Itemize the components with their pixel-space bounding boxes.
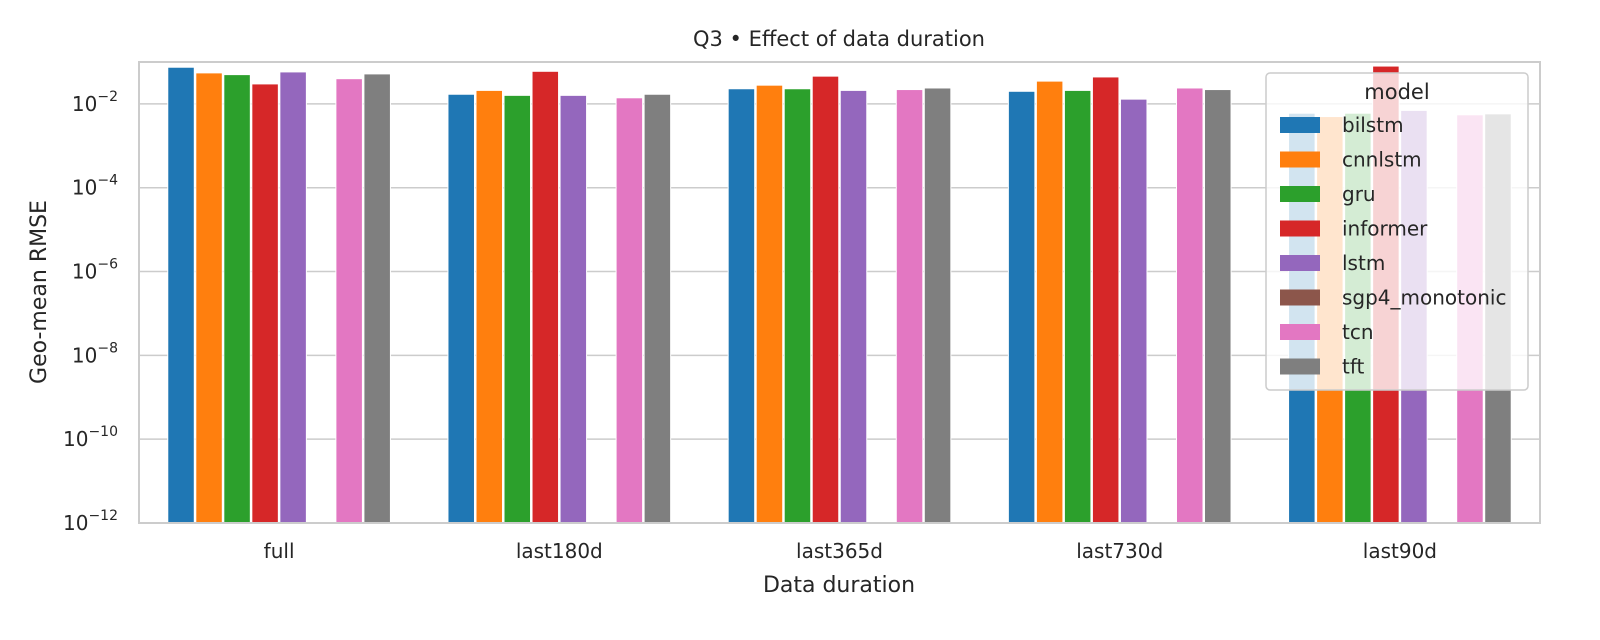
bar-cnnlstm-last180d: [475, 89, 504, 524]
x-tick-label: full: [264, 539, 295, 563]
bar-tcn-full: [335, 78, 363, 524]
bar-tcn-last730d: [1175, 87, 1204, 524]
legend-label-sgp4_monotonic: sgp4_monotonic: [1342, 286, 1506, 310]
y-tick-exponent: −6: [97, 257, 118, 273]
bar-bilstm-last365d: [727, 88, 756, 524]
legend-swatch-bilstm: [1280, 117, 1320, 133]
legend-label-informer: informer: [1342, 217, 1428, 241]
bar-gru-last180d: [503, 94, 532, 524]
x-tick-label: last180d: [516, 539, 603, 563]
bar-informer-last365d: [811, 75, 840, 524]
y-tick-exponent: −12: [88, 508, 118, 524]
x-axis-label: Data duration: [763, 573, 915, 598]
bar-lstm-last365d: [839, 89, 868, 524]
bar-bilstm-last730d: [1007, 90, 1036, 524]
bar-gru-last365d: [783, 88, 812, 524]
legend-box: [1265, 72, 1529, 391]
legend: model bilstm cnnlstm gru informer lstm sgp4_m…: [1265, 72, 1529, 391]
bar-tft-last730d: [1204, 89, 1232, 524]
y-tick-base: 10: [63, 427, 88, 451]
legend-swatch-tcn: [1280, 324, 1320, 340]
bar-bilstm-last180d: [447, 93, 475, 524]
legend-swatch-lstm: [1280, 255, 1320, 271]
bar-bilstm-full: [167, 66, 195, 524]
bar-cnnlstm-last365d: [755, 84, 784, 524]
y-tick-base: 10: [72, 343, 97, 367]
legend-label-cnnlstm: cnnlstm: [1342, 148, 1422, 172]
bar-informer-last180d: [531, 70, 560, 524]
legend-label-tft: tft: [1342, 355, 1365, 379]
bar-tft-last180d: [643, 93, 672, 524]
y-tick-label: 10−4: [72, 173, 118, 200]
bar-informer-last730d: [1091, 76, 1120, 524]
y-tick-exponent: −2: [97, 89, 118, 105]
bar-lstm-last730d: [1119, 98, 1148, 524]
y-tick-base: 10: [63, 511, 88, 535]
bar-gru-full: [223, 74, 251, 524]
y-tick-label: 10−6: [72, 257, 118, 284]
legend-swatch-informer: [1280, 220, 1320, 237]
legend-swatch-gru: [1280, 186, 1320, 202]
y-tick-base: 10: [72, 92, 97, 116]
bar-tcn-last180d: [615, 97, 644, 524]
bar-tcn-last365d: [895, 89, 924, 524]
y-tick-label: 10−12: [63, 508, 118, 535]
y-tick-base: 10: [72, 176, 97, 200]
bar-cnnlstm-last730d: [1035, 80, 1064, 524]
bar-lstm-last180d: [559, 94, 588, 524]
legend-label-lstm: lstm: [1342, 251, 1385, 275]
legend-label-tcn: tcn: [1342, 320, 1374, 344]
legend-label-gru: gru: [1342, 182, 1376, 206]
y-tick-base: 10: [72, 260, 97, 284]
y-tick-exponent: −8: [97, 340, 118, 356]
x-tick-label: last365d: [796, 539, 883, 563]
x-tick-label: last90d: [1363, 539, 1437, 563]
legend-title: model: [1364, 80, 1429, 104]
bar-tft-last365d: [923, 87, 952, 524]
chart-title: Q3 • Effect of data duration: [693, 27, 985, 51]
bar-tft-full: [363, 73, 391, 524]
y-tick-label: 10−2: [72, 89, 118, 116]
bar-gru-last730d: [1063, 89, 1092, 524]
x-tick-label: last730d: [1076, 539, 1163, 563]
y-tick-label: 10−8: [72, 340, 118, 367]
legend-label-bilstm: bilstm: [1342, 113, 1404, 137]
bar-cnnlstm-full: [195, 72, 223, 524]
y-axis-label: Geo-mean RMSE: [27, 200, 52, 384]
y-tick-exponent: −4: [97, 173, 118, 189]
legend-swatch-tft: [1280, 358, 1320, 375]
y-tick-exponent: −10: [88, 424, 118, 440]
plot-frame: [138, 61, 1541, 524]
bar-informer-full: [251, 83, 279, 524]
legend-swatch-sgp4_monotonic: [1280, 289, 1320, 306]
legend-entries: bilstm cnnlstm gru informer lstm sgp4_monoton…: [1280, 113, 1506, 379]
x-tick-labels: full last180d last365d last730d last90d: [264, 539, 1437, 563]
legend-swatch-cnnlstm: [1280, 151, 1320, 168]
y-tick-label: 10−10: [63, 424, 118, 451]
bar-lstm-full: [279, 71, 307, 524]
